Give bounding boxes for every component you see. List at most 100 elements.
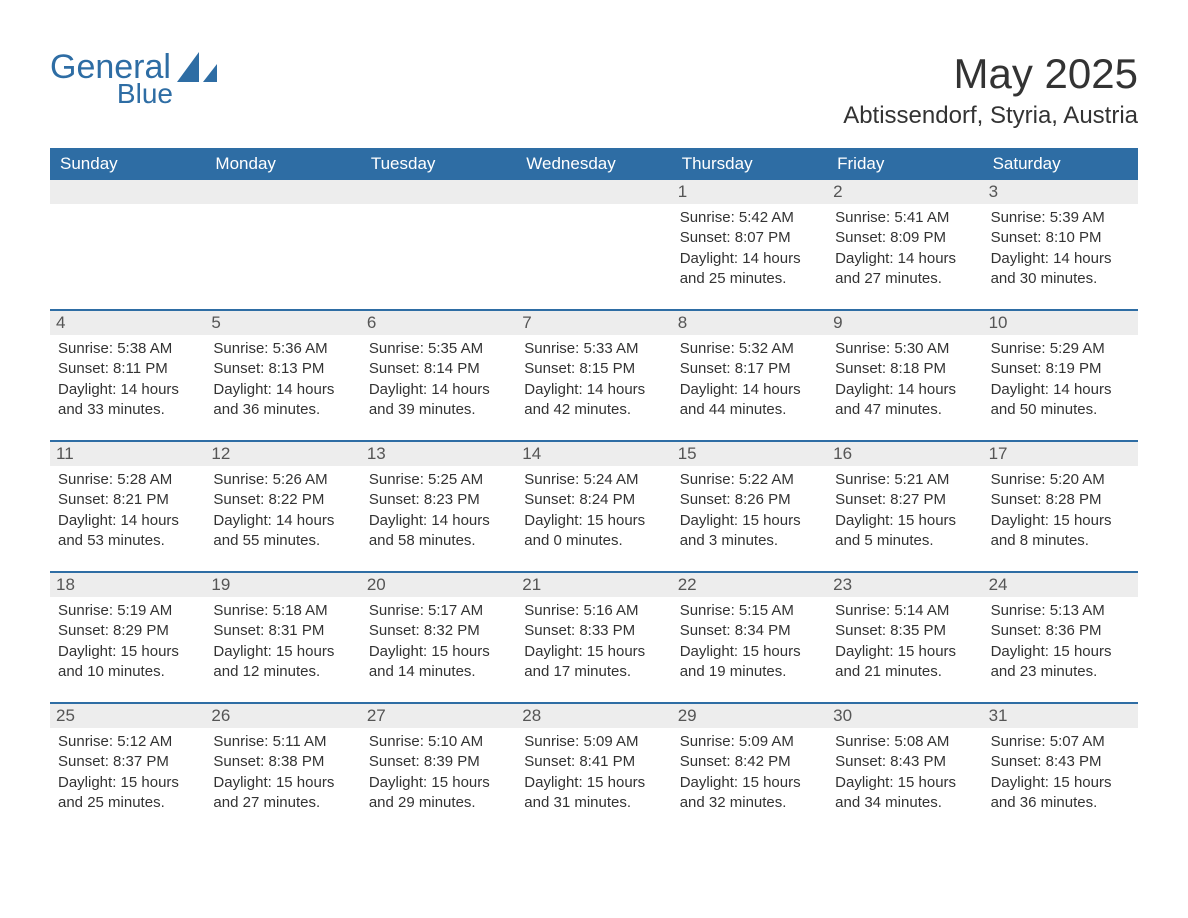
- day-number: 12: [205, 442, 360, 466]
- day-details: Sunrise: 5:19 AMSunset: 8:29 PMDaylight:…: [58, 601, 197, 682]
- day-details: Sunrise: 5:41 AMSunset: 8:09 PMDaylight:…: [835, 208, 974, 289]
- day-details: Sunrise: 5:13 AMSunset: 8:36 PMDaylight:…: [991, 601, 1130, 682]
- day-cell: 30Sunrise: 5:08 AMSunset: 8:43 PMDayligh…: [827, 704, 982, 823]
- day-detail-line: Daylight: 15 hours and 8 minutes.: [991, 511, 1130, 552]
- day-details: Sunrise: 5:26 AMSunset: 8:22 PMDaylight:…: [213, 470, 352, 551]
- day-detail-line: Sunrise: 5:17 AM: [369, 601, 508, 621]
- day-details: Sunrise: 5:30 AMSunset: 8:18 PMDaylight:…: [835, 339, 974, 420]
- day-detail-line: Sunrise: 5:15 AM: [680, 601, 819, 621]
- day-number: 25: [50, 704, 205, 728]
- day-number: 13: [361, 442, 516, 466]
- day-detail-line: Sunset: 8:14 PM: [369, 359, 508, 379]
- day-detail-line: Sunset: 8:34 PM: [680, 621, 819, 641]
- day-detail-line: Sunrise: 5:28 AM: [58, 470, 197, 490]
- day-number: 19: [205, 573, 360, 597]
- day-details: Sunrise: 5:12 AMSunset: 8:37 PMDaylight:…: [58, 732, 197, 813]
- day-number: 1: [672, 180, 827, 204]
- day-detail-line: Daylight: 15 hours and 31 minutes.: [524, 773, 663, 814]
- day-cell: 13 Sunrise: 5:25 AMSunset: 8:23 PMDayligh…: [361, 442, 516, 561]
- day-detail-line: Sunset: 8:27 PM: [835, 490, 974, 510]
- day-detail-line: Sunset: 8:09 PM: [835, 228, 974, 248]
- day-details: Sunrise: 5:29 AMSunset: 8:19 PMDaylight:…: [991, 339, 1130, 420]
- day-detail-line: Sunset: 8:19 PM: [991, 359, 1130, 379]
- day-cell: 10 Sunrise: 5:29 AMSunset: 8:19 PMDayligh…: [983, 311, 1138, 430]
- day-detail-line: Sunset: 8:31 PM: [213, 621, 352, 641]
- day-cell: 28 Sunrise: 5:09 AMSunset: 8:41 PMDayligh…: [516, 704, 671, 823]
- day-detail-line: Sunrise: 5:25 AM: [369, 470, 508, 490]
- day-details: Sunrise: 5:15 AMSunset: 8:34 PMDaylight:…: [680, 601, 819, 682]
- day-detail-line: Sunrise: 5:19 AM: [58, 601, 197, 621]
- day-detail-line: Sunset: 8:17 PM: [680, 359, 819, 379]
- week-row: 18Sunrise: 5:19 AMSunset: 8:29 PMDayligh…: [50, 571, 1138, 692]
- day-detail-line: Daylight: 15 hours and 23 minutes.: [991, 642, 1130, 683]
- day-number: 16: [827, 442, 982, 466]
- day-detail-line: Sunrise: 5:22 AM: [680, 470, 819, 490]
- day-detail-line: Daylight: 14 hours and 42 minutes.: [524, 380, 663, 421]
- day-cell: 19Sunrise: 5:18 AMSunset: 8:31 PMDayligh…: [205, 573, 360, 692]
- day-details: Sunrise: 5:22 AMSunset: 8:26 PMDaylight:…: [680, 470, 819, 551]
- day-details: Sunrise: 5:28 AMSunset: 8:21 PMDaylight:…: [58, 470, 197, 551]
- day-detail-line: Sunset: 8:36 PM: [991, 621, 1130, 641]
- day-detail-line: Sunset: 8:42 PM: [680, 752, 819, 772]
- title-block: May 2025 Abtissendorf, Styria, Austria: [843, 50, 1138, 130]
- day-detail-line: Sunset: 8:11 PM: [58, 359, 197, 379]
- day-detail-line: Sunset: 8:29 PM: [58, 621, 197, 641]
- day-details: Sunrise: 5:25 AMSunset: 8:23 PMDaylight:…: [369, 470, 508, 551]
- day-cell: 26Sunrise: 5:11 AMSunset: 8:38 PMDayligh…: [205, 704, 360, 823]
- day-detail-line: Sunset: 8:23 PM: [369, 490, 508, 510]
- day-detail-line: Sunset: 8:13 PM: [213, 359, 352, 379]
- day-detail-line: Daylight: 15 hours and 0 minutes.: [524, 511, 663, 552]
- day-detail-line: Daylight: 15 hours and 10 minutes.: [58, 642, 197, 683]
- day-number: 14: [516, 442, 671, 466]
- day-number: 15: [672, 442, 827, 466]
- day-number: 28: [516, 704, 671, 728]
- day-cell: 29Sunrise: 5:09 AMSunset: 8:42 PMDayligh…: [672, 704, 827, 823]
- day-number: 5: [205, 311, 360, 335]
- day-cell: [205, 180, 360, 299]
- day-detail-line: Daylight: 15 hours and 3 minutes.: [680, 511, 819, 552]
- week-row: 11Sunrise: 5:28 AMSunset: 8:21 PMDayligh…: [50, 440, 1138, 561]
- day-number: 17: [983, 442, 1138, 466]
- day-detail-line: Daylight: 15 hours and 17 minutes.: [524, 642, 663, 683]
- day-number: 10: [983, 311, 1138, 335]
- day-detail-line: Daylight: 14 hours and 58 minutes.: [369, 511, 508, 552]
- day-cell: 1Sunrise: 5:42 AMSunset: 8:07 PMDaylight…: [672, 180, 827, 299]
- day-detail-line: Daylight: 14 hours and 25 minutes.: [680, 249, 819, 290]
- day-detail-line: Sunset: 8:21 PM: [58, 490, 197, 510]
- day-cell: 5Sunrise: 5:36 AMSunset: 8:13 PMDaylight…: [205, 311, 360, 430]
- day-number: 30: [827, 704, 982, 728]
- calendar-weeks: 1Sunrise: 5:42 AMSunset: 8:07 PMDaylight…: [50, 180, 1138, 823]
- weekday-header: Thursday: [672, 148, 827, 180]
- day-detail-line: Daylight: 14 hours and 27 minutes.: [835, 249, 974, 290]
- day-detail-line: Sunrise: 5:09 AM: [524, 732, 663, 752]
- day-cell: 4Sunrise: 5:38 AMSunset: 8:11 PMDaylight…: [50, 311, 205, 430]
- day-number: [516, 180, 671, 204]
- day-cell: 17 Sunrise: 5:20 AMSunset: 8:28 PMDayligh…: [983, 442, 1138, 561]
- day-detail-line: Sunrise: 5:09 AM: [680, 732, 819, 752]
- day-number: 11: [50, 442, 205, 466]
- day-detail-line: Daylight: 14 hours and 55 minutes.: [213, 511, 352, 552]
- day-detail-line: Sunset: 8:22 PM: [213, 490, 352, 510]
- day-details: Sunrise: 5:07 AMSunset: 8:43 PMDaylight:…: [991, 732, 1130, 813]
- day-detail-line: Sunrise: 5:29 AM: [991, 339, 1130, 359]
- week-row: 1Sunrise: 5:42 AMSunset: 8:07 PMDaylight…: [50, 180, 1138, 299]
- day-details: Sunrise: 5:20 AMSunset: 8:28 PMDaylight:…: [991, 470, 1130, 551]
- day-number: 27: [361, 704, 516, 728]
- day-detail-line: Sunrise: 5:10 AM: [369, 732, 508, 752]
- day-cell: 7Sunrise: 5:33 AMSunset: 8:15 PMDaylight…: [516, 311, 671, 430]
- day-details: Sunrise: 5:33 AMSunset: 8:15 PMDaylight:…: [524, 339, 663, 420]
- day-number: 21: [516, 573, 671, 597]
- day-detail-line: Daylight: 14 hours and 44 minutes.: [680, 380, 819, 421]
- day-detail-line: Sunset: 8:32 PM: [369, 621, 508, 641]
- day-number: 23: [827, 573, 982, 597]
- day-number: 24: [983, 573, 1138, 597]
- day-cell: 27Sunrise: 5:10 AMSunset: 8:39 PMDayligh…: [361, 704, 516, 823]
- day-details: Sunrise: 5:09 AMSunset: 8:42 PMDaylight:…: [680, 732, 819, 813]
- day-details: Sunrise: 5:14 AMSunset: 8:35 PMDaylight:…: [835, 601, 974, 682]
- day-cell: 14Sunrise: 5:24 AMSunset: 8:24 PMDayligh…: [516, 442, 671, 561]
- day-detail-line: Sunset: 8:26 PM: [680, 490, 819, 510]
- day-cell: [516, 180, 671, 299]
- day-details: Sunrise: 5:09 AMSunset: 8:41 PMDaylight:…: [524, 732, 663, 813]
- day-details: Sunrise: 5:39 AMSunset: 8:10 PMDaylight:…: [991, 208, 1130, 289]
- day-detail-line: Sunset: 8:35 PM: [835, 621, 974, 641]
